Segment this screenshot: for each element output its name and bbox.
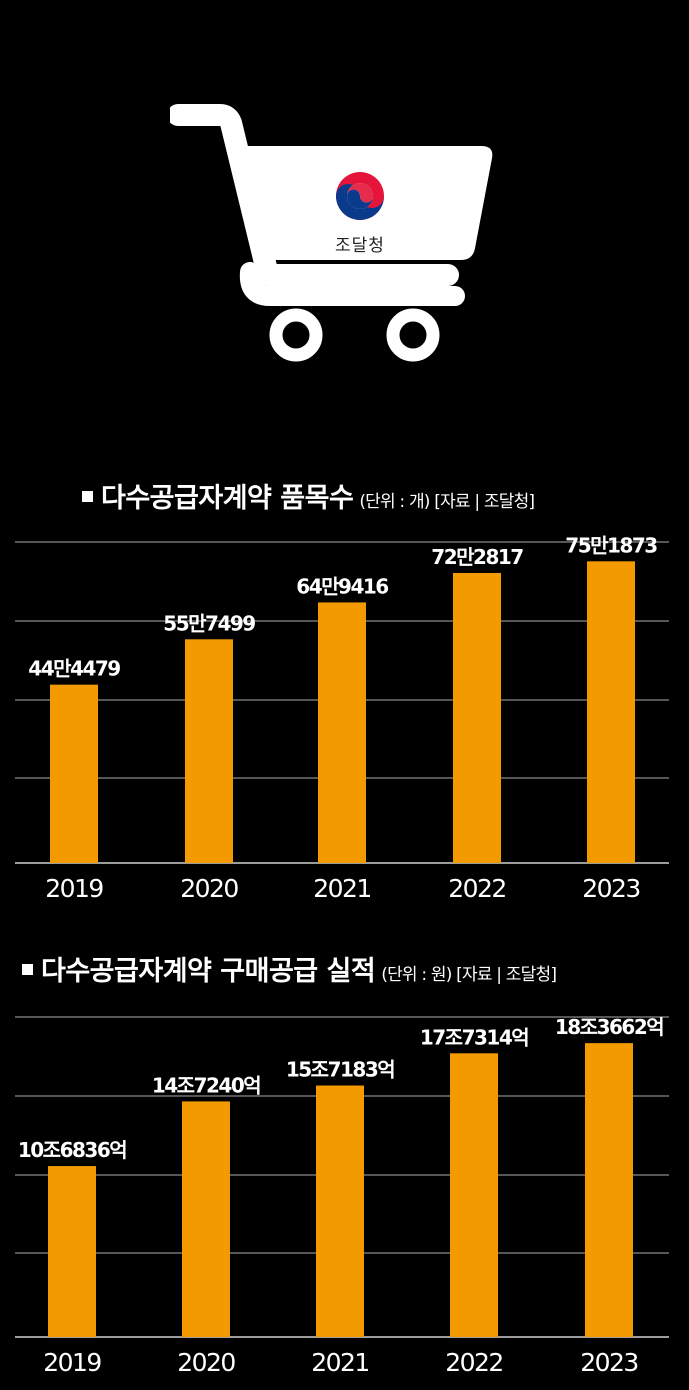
bar-2021 (318, 602, 366, 863)
chart2-plot: 10조6836억 2019 14조7240억 2020 15조7183억 2021 17조7… (15, 1015, 669, 1377)
bullet-square-icon (82, 491, 93, 502)
bar-2019 (50, 684, 98, 863)
x-tick-label: 2020 (180, 874, 238, 903)
data-label: 10조6836억 (18, 1138, 126, 1162)
data-label: 15조7183억 (286, 1058, 394, 1082)
bar-2023 (585, 1043, 633, 1337)
cart-logo: 조달청 (170, 100, 500, 365)
x-tick-label: 2023 (582, 874, 640, 903)
chart1-plot: 44만4479 2019 55만7499 2020 64만9416 2021 72만2817… (15, 533, 669, 903)
bar-2019 (48, 1166, 96, 1337)
chart1-subtitle: (단위 : 개) [자료 | 조달청] (359, 492, 535, 512)
chart1-title: 다수공급자계약 품목수 (101, 483, 354, 514)
x-tick-label: 2021 (311, 1348, 369, 1377)
data-label: 44만4479 (28, 657, 120, 681)
chart2-title: 다수공급자계약 구매공급 실적 (41, 956, 376, 987)
chart2-subtitle: (단위 : 원) [자료 | 조달청] (381, 965, 557, 985)
data-label: 17조7314억 (420, 1025, 528, 1049)
x-tick-label: 2020 (177, 1348, 235, 1377)
data-label: 75만1873 (565, 533, 657, 557)
x-tick-label: 2019 (43, 1348, 101, 1377)
data-label: 55만7499 (163, 611, 255, 635)
logo-text: 조달청 (335, 236, 385, 256)
shopping-cart-icon (170, 104, 493, 362)
x-tick-label: 2022 (445, 1348, 503, 1377)
bar-2020 (182, 1101, 230, 1337)
bullet-square-icon (22, 964, 33, 975)
taegeuk-emblem-icon (336, 172, 384, 220)
bar-2022 (450, 1053, 498, 1337)
x-tick-label: 2021 (313, 874, 371, 903)
data-label: 64만9416 (296, 574, 388, 598)
x-tick-label: 2022 (448, 874, 506, 903)
bar-2021 (316, 1085, 364, 1337)
x-tick-label: 2019 (45, 874, 103, 903)
chart1-title-row: 다수공급자계약 품목수 (단위 : 개) [자료 | 조달청] (0, 476, 689, 515)
data-label: 72만2817 (431, 545, 523, 569)
bar-2022 (453, 572, 501, 863)
x-tick-label: 2023 (580, 1348, 638, 1377)
data-label: 18조3662억 (555, 1015, 663, 1039)
data-label: 14조7240억 (152, 1073, 260, 1097)
bar-2023 (587, 561, 635, 863)
bar-2020 (185, 639, 233, 863)
chart2-title-row: 다수공급자계약 구매공급 실적 (단위 : 원) [자료 | 조달청] (0, 949, 689, 988)
